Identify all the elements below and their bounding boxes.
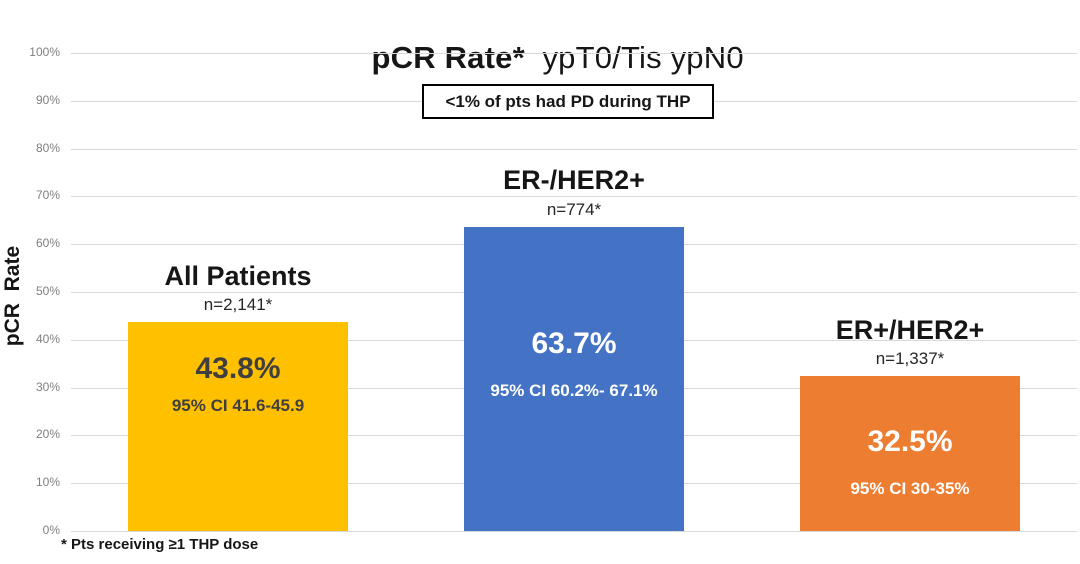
chart-title-bold: pCR Rate* [371,40,534,75]
y-tick-label: 10% [35,475,60,490]
y-axis-title: pCR Rate [1,245,24,347]
y-tick-label: 80% [35,140,60,155]
bar-n-label: n=1,337* [875,348,945,368]
y-tick-label: 100% [29,45,60,59]
y-tick-label: 0% [42,523,60,537]
bar-ci-label: 95% CI 30-35% [850,478,970,498]
gridline [71,531,1077,532]
gridline [71,148,1077,150]
gridline [71,53,1077,54]
bar-header: ER+/HER2+ n=1,337* [760,315,1060,376]
bar-category-label: ER-/HER2+ [503,165,645,196]
bar-er-her2-: 32.5% 95% CI 30-35% [800,375,1020,531]
y-tick-label: 60% [35,236,60,251]
bar-n-label: n=774* [546,199,602,219]
plot-area: 100% 90% 80% 70% 60% 50% 40% 30% 20% 10% 0% 43.8% 95… [29,45,1077,537]
bar-value-label: 32.5% [867,424,953,458]
y-tick-label: 20% [35,427,60,442]
bar-all-patients: 43.8% 95% CI 41.6-45.9 [128,321,348,531]
bar-n-label: n=2,141* [203,294,273,314]
bar-er-her2-: 63.7% 95% CI 60.2%- 67.1% [464,226,684,531]
y-tick-label: 30% [35,379,60,394]
y-tick-label: 50% [35,284,60,298]
chart-footnote: * Pts receiving ≥1 THP dose [61,536,259,553]
bar-value-label: 43.8% [195,351,281,385]
bar-header: All Patients n=2,141* [88,261,388,322]
chart-title: pCR Rate* ypT0/Tis ypN0 [0,4,1080,112]
bar-ci-label: 95% CI 41.6-45.9 [171,395,305,415]
bar-category-label: ER+/HER2+ [835,314,985,345]
bar-header: ER-/HER2+ n=774* [424,165,724,226]
annotation-box: <1% of pts had PD during THP [422,84,714,119]
bar-value-label: 63.7% [531,326,617,360]
bar-ci-label: 95% CI 60.2%- 67.1% [490,380,658,400]
y-tick-label: 90% [35,92,60,107]
chart-title-regular: ypT0/Tis ypN0 [533,40,744,75]
y-tick-label: 40% [35,331,60,346]
gridline [71,196,1077,198]
y-tick-label: 70% [35,188,60,203]
bar-category-label: All Patients [164,260,312,291]
